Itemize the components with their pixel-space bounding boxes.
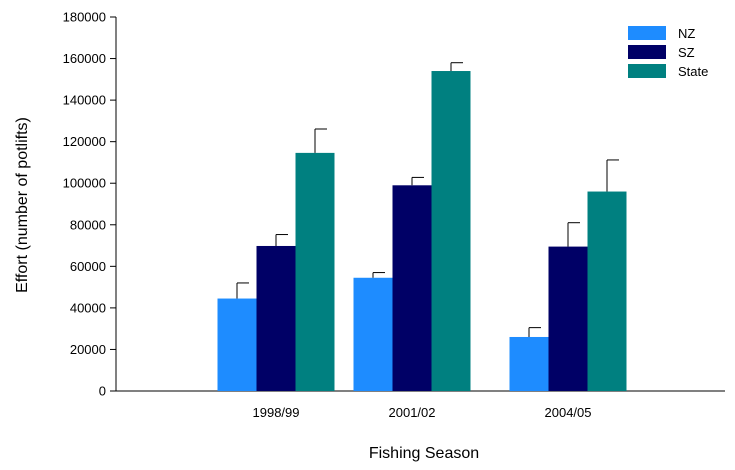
- x-tick-label: 1998/99: [253, 405, 300, 420]
- bar-nz-2: [509, 336, 549, 391]
- bar-state-1: [431, 71, 471, 392]
- y-axis: 0 20000 40000 60000 80000 100000 120000 140000 1…: [63, 10, 117, 399]
- y-tick-label: 0: [99, 384, 106, 399]
- y-tick-label: 60000: [70, 259, 106, 274]
- bar-state-2: [587, 191, 627, 391]
- bar-nz-1: [353, 277, 393, 391]
- legend-swatch: [628, 45, 666, 59]
- y-tick-label: 100000: [63, 176, 106, 191]
- y-tick-label: 80000: [70, 217, 106, 232]
- bar-sz-1: [392, 185, 432, 391]
- bar-sz-0: [256, 245, 296, 391]
- bar-state-0: [295, 152, 335, 391]
- y-tick-label: 120000: [63, 134, 106, 149]
- x-tick-label: 2001/02: [389, 405, 436, 420]
- x-axis-title: Fishing Season: [369, 445, 479, 462]
- legend-label: State: [678, 64, 708, 79]
- legend: NZ SZ State: [628, 26, 708, 79]
- y-tick-label: 160000: [63, 51, 106, 66]
- legend-swatch: [628, 26, 666, 40]
- legend-label: NZ: [678, 26, 695, 41]
- y-tick-label: 40000: [70, 300, 106, 315]
- legend-swatch: [628, 64, 666, 78]
- x-tick-label: 2004/05: [545, 405, 592, 420]
- y-tick-label: 180000: [63, 10, 106, 25]
- y-tick-label: 20000: [70, 342, 106, 357]
- bar-nz-0: [217, 298, 257, 391]
- bar-sz-2: [548, 246, 588, 391]
- x-axis: 1998/99 2001/02 2004/05: [116, 390, 725, 420]
- y-axis-title: Effort (number of potlifts): [14, 117, 31, 293]
- y-tick-label: 140000: [63, 93, 106, 108]
- legend-label: SZ: [678, 45, 695, 60]
- bars: [217, 62, 627, 392]
